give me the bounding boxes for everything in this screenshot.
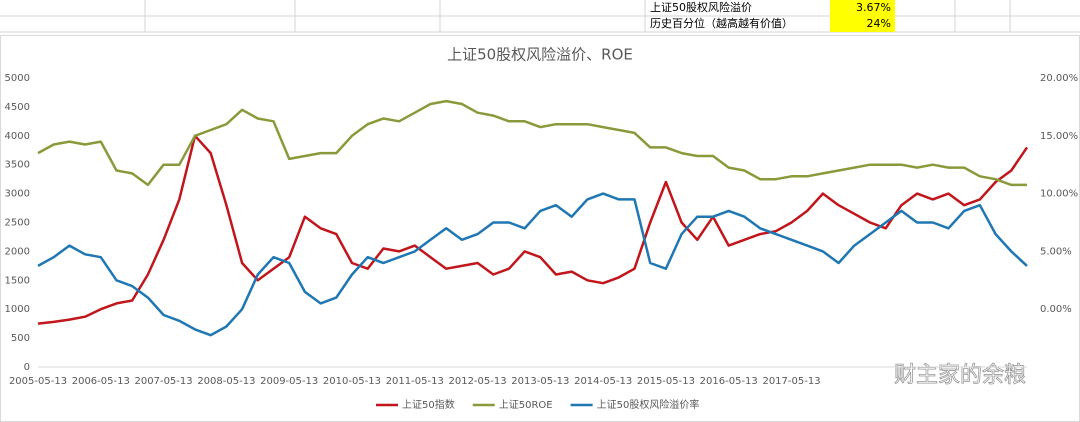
y2-tick-label: 0.00% [1040,304,1072,315]
plot: 0 500 1000 1500 2000 2500 3000 3500 4000 4500 5000… [5,73,1079,411]
x-tick-label: 2016-05-13 [700,376,758,387]
series-line [37,134,1029,325]
sheet [0,0,1080,33]
x-tick-label: 2007-05-13 [135,376,193,387]
x-tick-label: 2006-05-13 [72,376,130,387]
y-tick-label: 2500 [5,218,30,229]
x-tick-label: 2012-05-13 [448,376,506,387]
x-tick-label: 2005-05-13 [9,376,67,387]
x-tick-label: 2013-05-13 [511,376,569,387]
legend-label: 上证50ROE [499,399,553,411]
highlight-cell [830,0,895,32]
y-tick-label: 5000 [5,73,30,84]
series-line [37,99,1027,187]
series-line [37,192,1028,337]
x-tick-label: 2017-05-13 [762,376,820,387]
y-tick-label: 3500 [5,160,30,171]
y-tick-label: 1000 [5,304,30,315]
y2-tick-label: 20.00% [1040,73,1078,84]
y-tick-label: 500 [11,333,30,344]
y-tick-label: 1500 [5,275,30,286]
x-tick-label: 2015-05-13 [637,376,695,387]
cell-value: 3.67% [856,1,891,14]
y-tick-label: 4000 [5,131,30,142]
x-tick-label: 2008-05-13 [197,376,255,387]
x-tick-label: 2014-05-13 [574,376,632,387]
cell-label: 上证50股权风险溢价 [650,0,752,14]
x-tick-label: 2010-05-13 [323,376,381,387]
y-tick-label: 0 [24,362,30,373]
y-tick-label: 3000 [5,189,30,200]
x-tick-label: 2011-05-13 [386,376,444,387]
legend-label: 上证50指数 [402,398,455,411]
legend-label: 上证50股权风险溢价率 [597,398,700,411]
y-tick-label: 4500 [5,102,30,113]
cell-label: 历史百分位（越高越有价值） [650,16,793,30]
cell-value: 24% [867,17,891,30]
y2-tick-label: 5.00% [1040,246,1072,257]
y2-tick-label: 15.00% [1040,131,1078,142]
y-tick-label: 2000 [5,246,30,257]
chart-title: 上证50股权风险溢价、ROE [447,46,633,64]
x-tick-label: 2009-05-13 [260,376,318,387]
y2-tick-label: 10.00% [1040,189,1078,200]
